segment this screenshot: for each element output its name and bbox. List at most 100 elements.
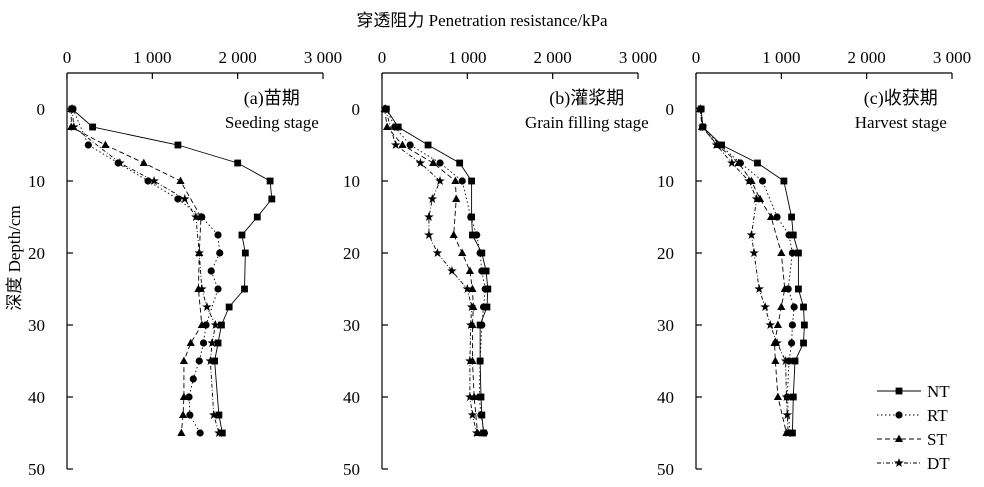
data-point-dt <box>711 140 722 150</box>
data-point-nt <box>791 357 799 365</box>
data-point-rt <box>189 375 197 383</box>
series-line-nt <box>385 108 489 434</box>
data-point-dt <box>115 158 125 168</box>
legend-label: NT <box>927 382 950 401</box>
data-point-rt <box>476 249 484 257</box>
data-point-st <box>101 140 110 148</box>
data-point-nt <box>215 411 223 419</box>
data-point-st <box>186 338 195 346</box>
series-line-st <box>70 109 203 434</box>
data-point-dt <box>424 212 434 222</box>
legend-label: DT <box>927 454 950 473</box>
data-point-st <box>773 320 783 328</box>
y-tick-label: 30 <box>657 316 674 335</box>
y-axis-title: 深度 Depth/cm <box>5 205 24 310</box>
series-line-st <box>384 108 479 434</box>
y-tick-label: 50 <box>28 460 45 479</box>
series-st <box>696 104 791 436</box>
panel-b: 0 1 000 2 000 3 000 0 10 20 30 40 50 (b)灌浆期 Grain f… <box>343 48 657 479</box>
data-point-dt <box>780 356 791 366</box>
data-point-dt <box>67 104 77 114</box>
data-point-nt <box>174 141 182 149</box>
data-point-dt <box>695 104 706 114</box>
data-point-dt <box>746 230 757 240</box>
data-point-rt <box>467 213 475 221</box>
data-point-dt <box>466 302 477 312</box>
y-tick-label: 40 <box>343 388 360 407</box>
data-point-nt <box>211 357 219 365</box>
data-point-rt <box>84 141 92 149</box>
data-point-nt <box>89 123 96 131</box>
data-point-rt <box>195 357 203 365</box>
legend-item-dt: DT <box>877 454 950 473</box>
data-point-nt <box>241 249 249 257</box>
data-point-nt <box>800 339 807 347</box>
data-point-rt <box>144 177 152 185</box>
data-point-rt <box>478 321 486 329</box>
data-point-st <box>465 266 474 274</box>
data-point-dt <box>415 158 426 168</box>
data-point-dt <box>209 410 219 420</box>
data-point-dt <box>465 320 476 330</box>
data-point-st <box>398 140 407 148</box>
data-point-rt <box>481 285 489 293</box>
data-point-nt <box>214 339 222 347</box>
data-point-st <box>139 158 148 166</box>
data-point-dt <box>202 302 212 312</box>
data-point-st <box>777 302 786 310</box>
y-tick-label: 50 <box>657 460 674 479</box>
panel-title: (a)苗期 <box>244 88 300 109</box>
data-point-dt <box>390 140 401 150</box>
x-tick-label: 1 000 <box>133 48 171 67</box>
data-point-rt <box>758 177 767 185</box>
data-point-rt <box>790 303 798 311</box>
data-point-dt <box>754 284 764 294</box>
y-tick-label: 40 <box>28 388 45 407</box>
legend-marker <box>894 458 904 468</box>
data-point-dt <box>214 428 224 438</box>
series-line-nt <box>71 108 273 434</box>
panel-subtitle: Harvest stage <box>855 113 947 132</box>
data-point-rt <box>773 213 781 221</box>
data-point-nt <box>241 285 248 293</box>
data-point-dt <box>205 356 216 366</box>
data-point-st <box>451 176 460 184</box>
data-point-nt <box>424 141 432 149</box>
data-point-st <box>179 392 189 400</box>
data-point-rt <box>478 267 486 275</box>
data-point-dt <box>149 176 159 186</box>
series-nt <box>382 105 492 437</box>
data-point-nt <box>789 231 797 239</box>
y-tick-label: 20 <box>28 244 45 263</box>
data-point-dt <box>749 248 759 258</box>
data-point-rt <box>214 285 222 293</box>
data-point-rt <box>787 339 796 347</box>
data-point-nt <box>456 159 464 167</box>
data-point-rt <box>186 411 194 419</box>
x-tick-label: 2 000 <box>534 48 572 67</box>
data-point-rt <box>199 339 208 347</box>
series-line-dt <box>699 108 789 434</box>
data-point-dt <box>772 338 782 348</box>
data-point-nt <box>253 213 261 221</box>
y-tick-label: 10 <box>343 172 360 191</box>
y-tick-label: 10 <box>657 172 674 191</box>
legend-marker <box>895 387 903 395</box>
data-point-dt <box>751 194 762 204</box>
data-point-rt <box>785 231 793 239</box>
data-point-rt <box>476 357 484 365</box>
series-line-dt <box>71 108 220 434</box>
data-point-rt <box>479 303 488 311</box>
data-point-dt <box>424 230 434 240</box>
data-point-st <box>734 158 743 166</box>
data-point-dt <box>471 428 482 438</box>
series-line-nt <box>700 108 805 434</box>
y-tick-label: 50 <box>343 460 360 479</box>
x-tick-label: 2 000 <box>848 48 886 67</box>
data-point-nt <box>268 195 276 203</box>
data-point-nt <box>468 177 475 185</box>
data-point-dt <box>783 428 793 438</box>
data-point-nt <box>788 213 795 221</box>
x-tick-label: 2 000 <box>219 48 257 67</box>
